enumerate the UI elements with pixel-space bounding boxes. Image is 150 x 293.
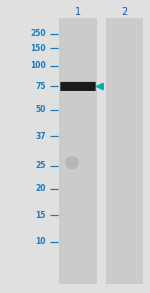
Text: 1: 1	[75, 7, 81, 17]
Text: 15: 15	[35, 211, 46, 220]
Ellipse shape	[65, 156, 79, 169]
Bar	[59, 18, 97, 284]
Text: 25: 25	[35, 161, 46, 170]
FancyBboxPatch shape	[60, 82, 96, 91]
Text: 150: 150	[30, 44, 46, 53]
Text: 37: 37	[35, 132, 46, 141]
Text: 20: 20	[35, 185, 46, 193]
Text: 250: 250	[30, 29, 46, 38]
Bar	[106, 18, 143, 284]
Text: 50: 50	[35, 105, 46, 114]
Text: 75: 75	[35, 82, 46, 91]
Text: 100: 100	[30, 62, 46, 70]
Text: 2: 2	[121, 7, 128, 17]
Text: 10: 10	[35, 237, 46, 246]
